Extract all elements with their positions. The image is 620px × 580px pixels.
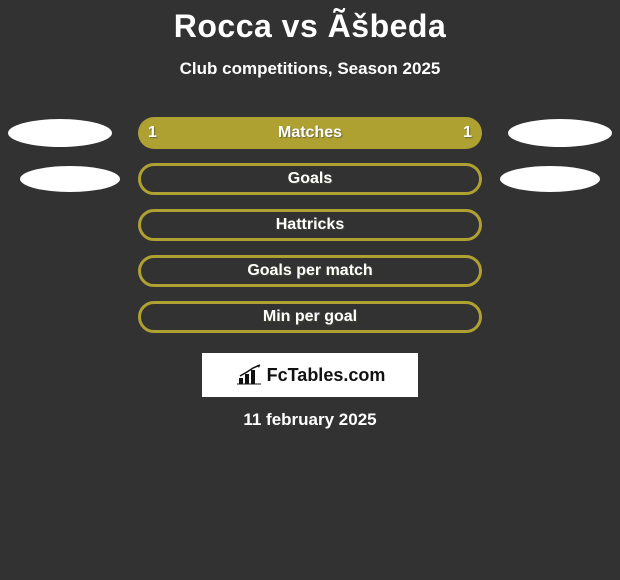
left-value-ellipse: [8, 119, 112, 147]
right-value: 1: [463, 117, 472, 149]
footer-date: 11 february 2025: [0, 410, 620, 430]
bar-outline: [138, 209, 482, 241]
page-subtitle: Club competitions, Season 2025: [0, 59, 620, 79]
bar-outline: [138, 163, 482, 195]
bar-chart-icon: [235, 364, 263, 386]
left-value: 1: [148, 117, 157, 149]
right-value-ellipse: [508, 119, 612, 147]
bar-fill: [138, 117, 482, 149]
stat-row: Matches1 1: [0, 117, 620, 149]
stat-row: Min per goal: [0, 301, 620, 333]
comparison-chart: Matches1 1 Goals Hattricks Goals per match Mi…: [0, 117, 620, 333]
bar-outline: [138, 301, 482, 333]
stat-row: Hattricks: [0, 209, 620, 241]
brand-box: FcTables.com: [202, 353, 418, 397]
brand-label: FcTables.com: [267, 365, 386, 386]
bar-track: Goals per match: [138, 255, 482, 287]
bar-track: Matches: [138, 117, 482, 149]
bar-outline: [138, 255, 482, 287]
bar-track: Goals: [138, 163, 482, 195]
page-title: Rocca vs Ãšbeda: [0, 0, 620, 45]
stat-row: Goals: [0, 163, 620, 195]
bar-track: Min per goal: [138, 301, 482, 333]
right-value-ellipse: [500, 166, 600, 192]
bar-track: Hattricks: [138, 209, 482, 241]
stat-row: Goals per match: [0, 255, 620, 287]
left-value-ellipse: [20, 166, 120, 192]
